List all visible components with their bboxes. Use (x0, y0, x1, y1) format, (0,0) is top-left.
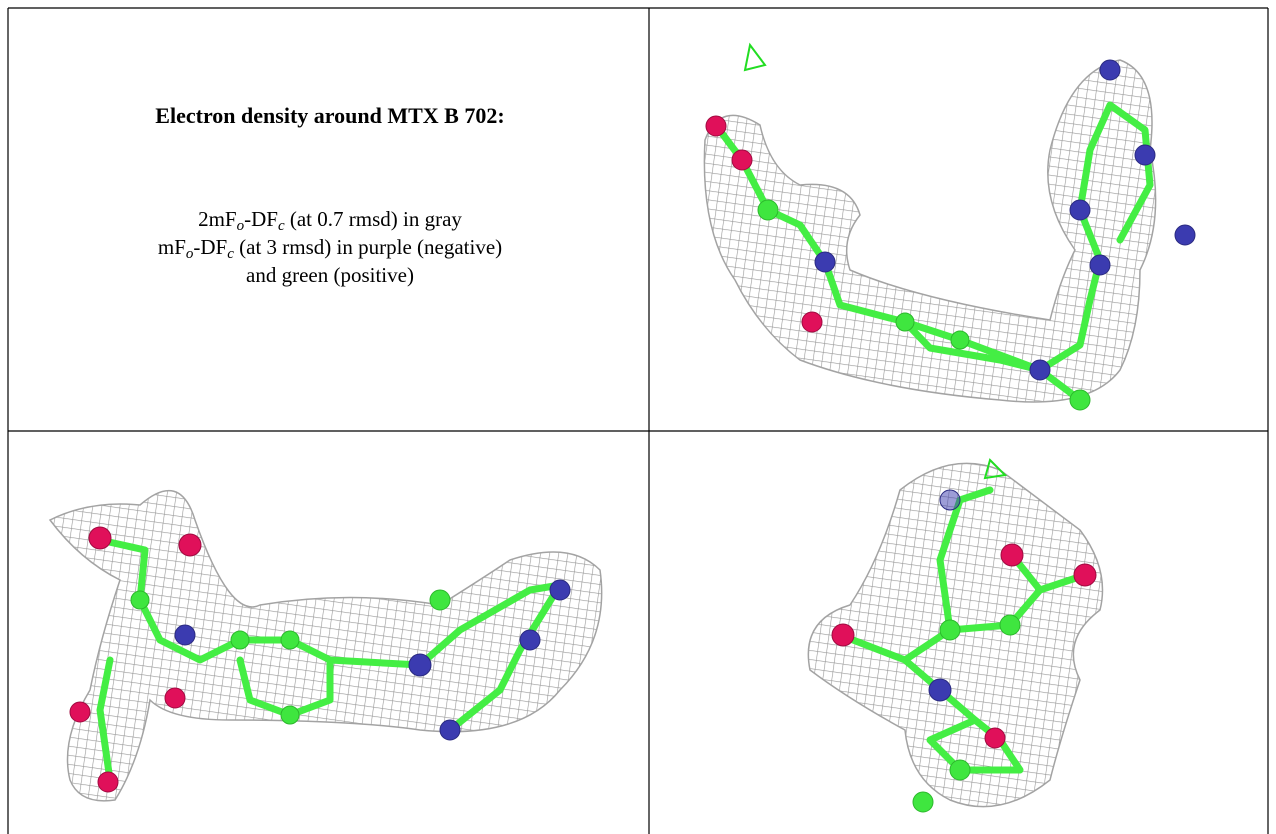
atom (175, 625, 195, 645)
atom (1030, 360, 1050, 380)
atom (929, 679, 951, 701)
atom (131, 591, 149, 609)
atom (1074, 564, 1096, 586)
atom (550, 580, 570, 600)
caption-text: -DF (193, 235, 227, 259)
caption-text: and green (positive) (246, 263, 414, 287)
atom (165, 688, 185, 708)
atom (1000, 615, 1020, 635)
atom (832, 624, 854, 646)
atom (409, 654, 431, 676)
atom (1070, 200, 1090, 220)
caption-text: (at 0.7 rmsd) in gray (285, 207, 463, 231)
atom (732, 150, 752, 170)
caption-text: (at 3 rmsd) in purple (negative) (234, 235, 502, 259)
caption-line: 2mFo-DFc (at 0.7 rmsd) in gray (198, 207, 462, 234)
atom (913, 792, 933, 812)
molecule-view-1 (704, 45, 1195, 410)
atom (1070, 390, 1090, 410)
atom (179, 534, 201, 556)
molecule-view-3 (808, 460, 1102, 812)
atom (896, 313, 914, 331)
atom (440, 720, 460, 740)
atom (98, 772, 118, 792)
atom (940, 620, 960, 640)
positive-density (745, 45, 765, 70)
panel-title: Electron density around MTX B 702: (155, 103, 504, 128)
atom (815, 252, 835, 272)
atom (89, 527, 111, 549)
caption-line: and green (positive) (246, 263, 414, 287)
atom (985, 728, 1005, 748)
atom (758, 200, 778, 220)
figure: Electron density around MTX B 702: 2mFo-… (0, 0, 1276, 834)
atom (950, 760, 970, 780)
atom (1135, 145, 1155, 165)
atom (706, 116, 726, 136)
atom (1001, 544, 1023, 566)
caption-text: -DF (244, 207, 278, 231)
atom (281, 706, 299, 724)
atom (70, 702, 90, 722)
atom (1090, 255, 1110, 275)
atom (802, 312, 822, 332)
atom (951, 331, 969, 349)
atom (1175, 225, 1195, 245)
atom (430, 590, 450, 610)
caption-text: mF (158, 235, 186, 259)
atom (231, 631, 249, 649)
caption-line: mFo-DFc (at 3 rmsd) in purple (negative) (158, 235, 502, 262)
atom (1100, 60, 1120, 80)
atom (520, 630, 540, 650)
molecule-view-2 (50, 491, 602, 801)
caption-text: 2mF (198, 207, 237, 231)
atom (940, 490, 960, 510)
atom (281, 631, 299, 649)
